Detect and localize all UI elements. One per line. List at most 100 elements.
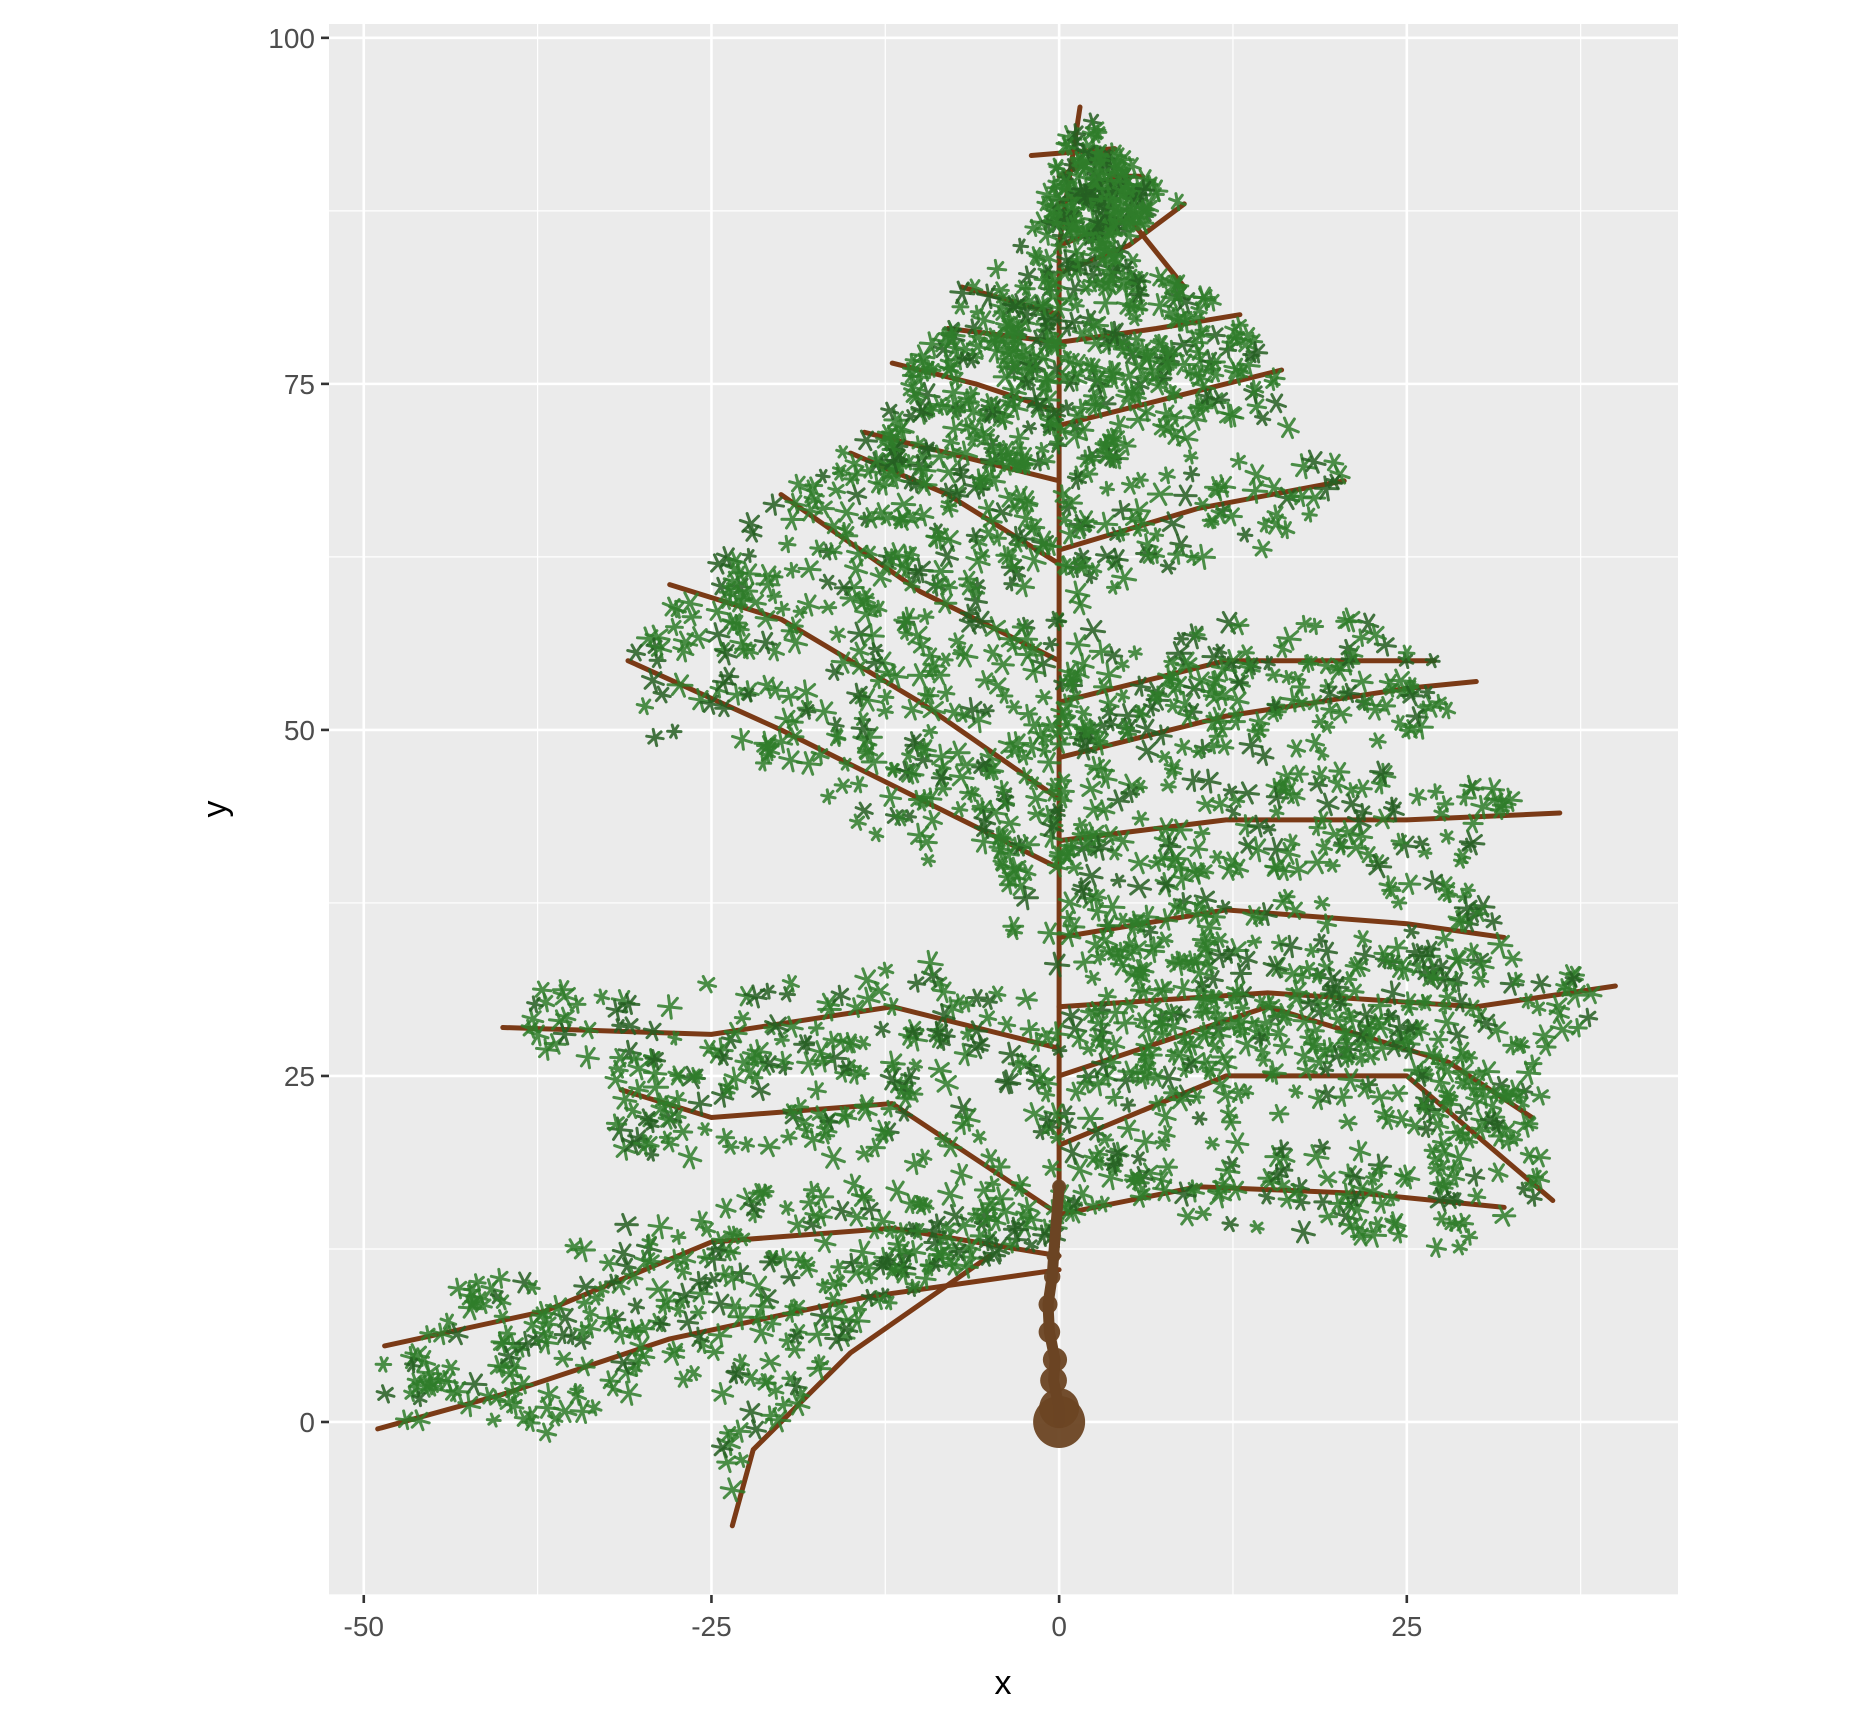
foliage-point: [645, 1278, 672, 1302]
foliage-point: [1277, 416, 1300, 440]
branch-line: [729, 1253, 993, 1529]
foliage-point: [1034, 295, 1054, 316]
foliage-point: [986, 258, 1008, 280]
foliage-point: [988, 837, 1013, 860]
foliage-point: [956, 351, 972, 366]
foliage-point: [711, 1437, 734, 1459]
foliage-point: [1182, 1057, 1199, 1074]
foliage-point: [733, 1353, 750, 1371]
foliage-point: [1345, 1197, 1370, 1221]
foliage-point: [1454, 1075, 1471, 1091]
foliage-point: [998, 1041, 1024, 1067]
foliage-point: [493, 1309, 511, 1325]
foliage-point: [1434, 879, 1458, 903]
foliage-point: [1047, 721, 1072, 744]
foliage-point: [820, 788, 837, 805]
foliage-point: [627, 1297, 645, 1315]
foliage-point: [672, 1282, 698, 1308]
foliage-point: [552, 1399, 578, 1423]
foliage-point: [458, 1284, 484, 1309]
foliage-point: [846, 682, 871, 708]
foliage-point: [778, 747, 803, 773]
foliage-point: [1383, 1189, 1400, 1207]
foliage-point: [1368, 732, 1387, 750]
x-axis-title: x: [995, 1664, 1012, 1702]
foliage-point: [818, 1306, 844, 1331]
foliage-point: [666, 672, 694, 698]
foliage-point: [1128, 851, 1152, 875]
foliage-point: [1211, 931, 1229, 948]
foliage-point: [1013, 506, 1038, 530]
y-tick-label: 50: [284, 715, 315, 746]
foliage-point: [1218, 858, 1241, 881]
foliage-point: [910, 400, 934, 423]
foliage-point: [903, 381, 928, 405]
foliage-point: [1135, 717, 1159, 741]
foliage-point: [636, 1108, 658, 1129]
foliage-point: [1139, 1059, 1157, 1077]
foliage-point: [1061, 1005, 1082, 1027]
foliage-point: [1146, 482, 1174, 506]
foliage-point: [1459, 774, 1485, 800]
foliage-point: [712, 671, 737, 695]
foliage-point: [551, 979, 574, 1001]
foliage-point: [1013, 885, 1039, 911]
foliage-point: [1428, 1030, 1449, 1049]
foliage-point: [1189, 543, 1216, 570]
foliage-point: [1183, 449, 1199, 465]
foliage-point: [825, 663, 845, 681]
foliage-point: [697, 974, 718, 994]
foliage-point: [1129, 959, 1150, 979]
foliage-point: [1378, 875, 1401, 897]
foliage-point: [430, 1322, 453, 1346]
foliage-point: [1220, 1011, 1245, 1036]
foliage-point: [1246, 934, 1262, 949]
foliage-point: [1274, 780, 1292, 796]
foliage-point: [846, 541, 872, 567]
foliage-point: [648, 636, 673, 661]
foliage-point: [911, 503, 935, 527]
foliage-point: [721, 1265, 745, 1291]
foliage-point: [1524, 1177, 1539, 1193]
foliage-point: [1165, 1048, 1181, 1064]
foliage-point: [1431, 1133, 1453, 1154]
foliage-point: [1012, 575, 1036, 598]
foliage-point: [535, 1038, 558, 1061]
foliage-point: [1197, 387, 1215, 406]
foliage-point: [774, 600, 791, 617]
foliage-point: [1115, 717, 1135, 736]
foliage-point: [1474, 1012, 1499, 1035]
foliage-point: [1325, 473, 1344, 490]
foliage-point: [1400, 685, 1424, 707]
foliage-point: [978, 1008, 998, 1027]
foliage-point: [759, 982, 777, 1000]
foliage-point: [919, 1198, 935, 1214]
foliage-point: [1006, 1219, 1022, 1235]
foliage-point: [1210, 793, 1231, 814]
y-tick-label: 100: [268, 23, 315, 54]
foliage-point: [773, 1032, 790, 1048]
foliage-point: [1467, 902, 1490, 923]
foliage-point: [1044, 402, 1066, 424]
foliage-point: [1035, 689, 1053, 706]
foliage-point: [1162, 846, 1190, 870]
foliage-point: [628, 1078, 649, 1100]
foliage-point: [865, 653, 885, 672]
foliage-point: [811, 1049, 835, 1073]
foliage-point: [641, 1251, 662, 1271]
foliage-point: [1127, 645, 1143, 661]
foliage-point: [1425, 1237, 1447, 1258]
foliage-point: [1280, 669, 1296, 685]
foliage-point: [1129, 1187, 1152, 1208]
foliage-point: [1028, 1064, 1054, 1090]
foliage-point: [910, 344, 936, 368]
foliage-point: [1456, 1129, 1472, 1146]
foliage-point: [1102, 1053, 1122, 1071]
foliage-point: [854, 801, 874, 820]
foliage-point: [830, 1258, 847, 1276]
foliage-point: [1207, 1179, 1231, 1202]
foliage-point: [834, 501, 859, 524]
foliage-point: [1300, 994, 1320, 1013]
foliage-point: [727, 1419, 752, 1443]
foliage-point: [408, 1409, 431, 1432]
